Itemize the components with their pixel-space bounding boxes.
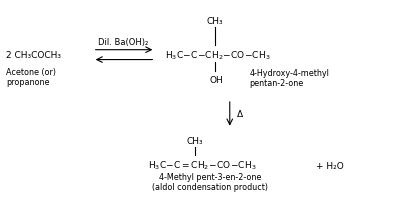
Text: 2 CH₃COCH₃: 2 CH₃COCH₃	[6, 51, 61, 60]
Text: 4-Hydroxy-4-methyl: 4-Hydroxy-4-methyl	[250, 68, 329, 78]
Text: CH₃: CH₃	[206, 17, 223, 25]
Text: pentan-2-one: pentan-2-one	[250, 78, 304, 87]
Text: propanone: propanone	[6, 77, 50, 86]
Text: Δ: Δ	[237, 110, 243, 119]
Text: Acetone (or): Acetone (or)	[6, 68, 56, 77]
Text: OH: OH	[210, 75, 224, 84]
Text: H$_3$C$\!-\!$C$\!-\!$CH$_2\!-\!$CO$\!-\!$CH$_3$: H$_3$C$\!-\!$C$\!-\!$CH$_2\!-\!$CO$\!-\!…	[165, 49, 271, 62]
Text: (aldol condensation product): (aldol condensation product)	[152, 182, 268, 191]
Text: H$_3$C$\!-\!$C$=$CH$_2\!-\!$CO$\!-\!$CH$_3$: H$_3$C$\!-\!$C$=$CH$_2\!-\!$CO$\!-\!$CH$…	[149, 159, 257, 171]
Text: Dil. Ba(OH)₂: Dil. Ba(OH)₂	[98, 38, 149, 47]
Text: 4-Methyl pent-3-en-2-one: 4-Methyl pent-3-en-2-one	[159, 173, 261, 182]
Text: CH₃: CH₃	[187, 136, 203, 145]
Text: + H₂O: + H₂O	[316, 161, 344, 170]
